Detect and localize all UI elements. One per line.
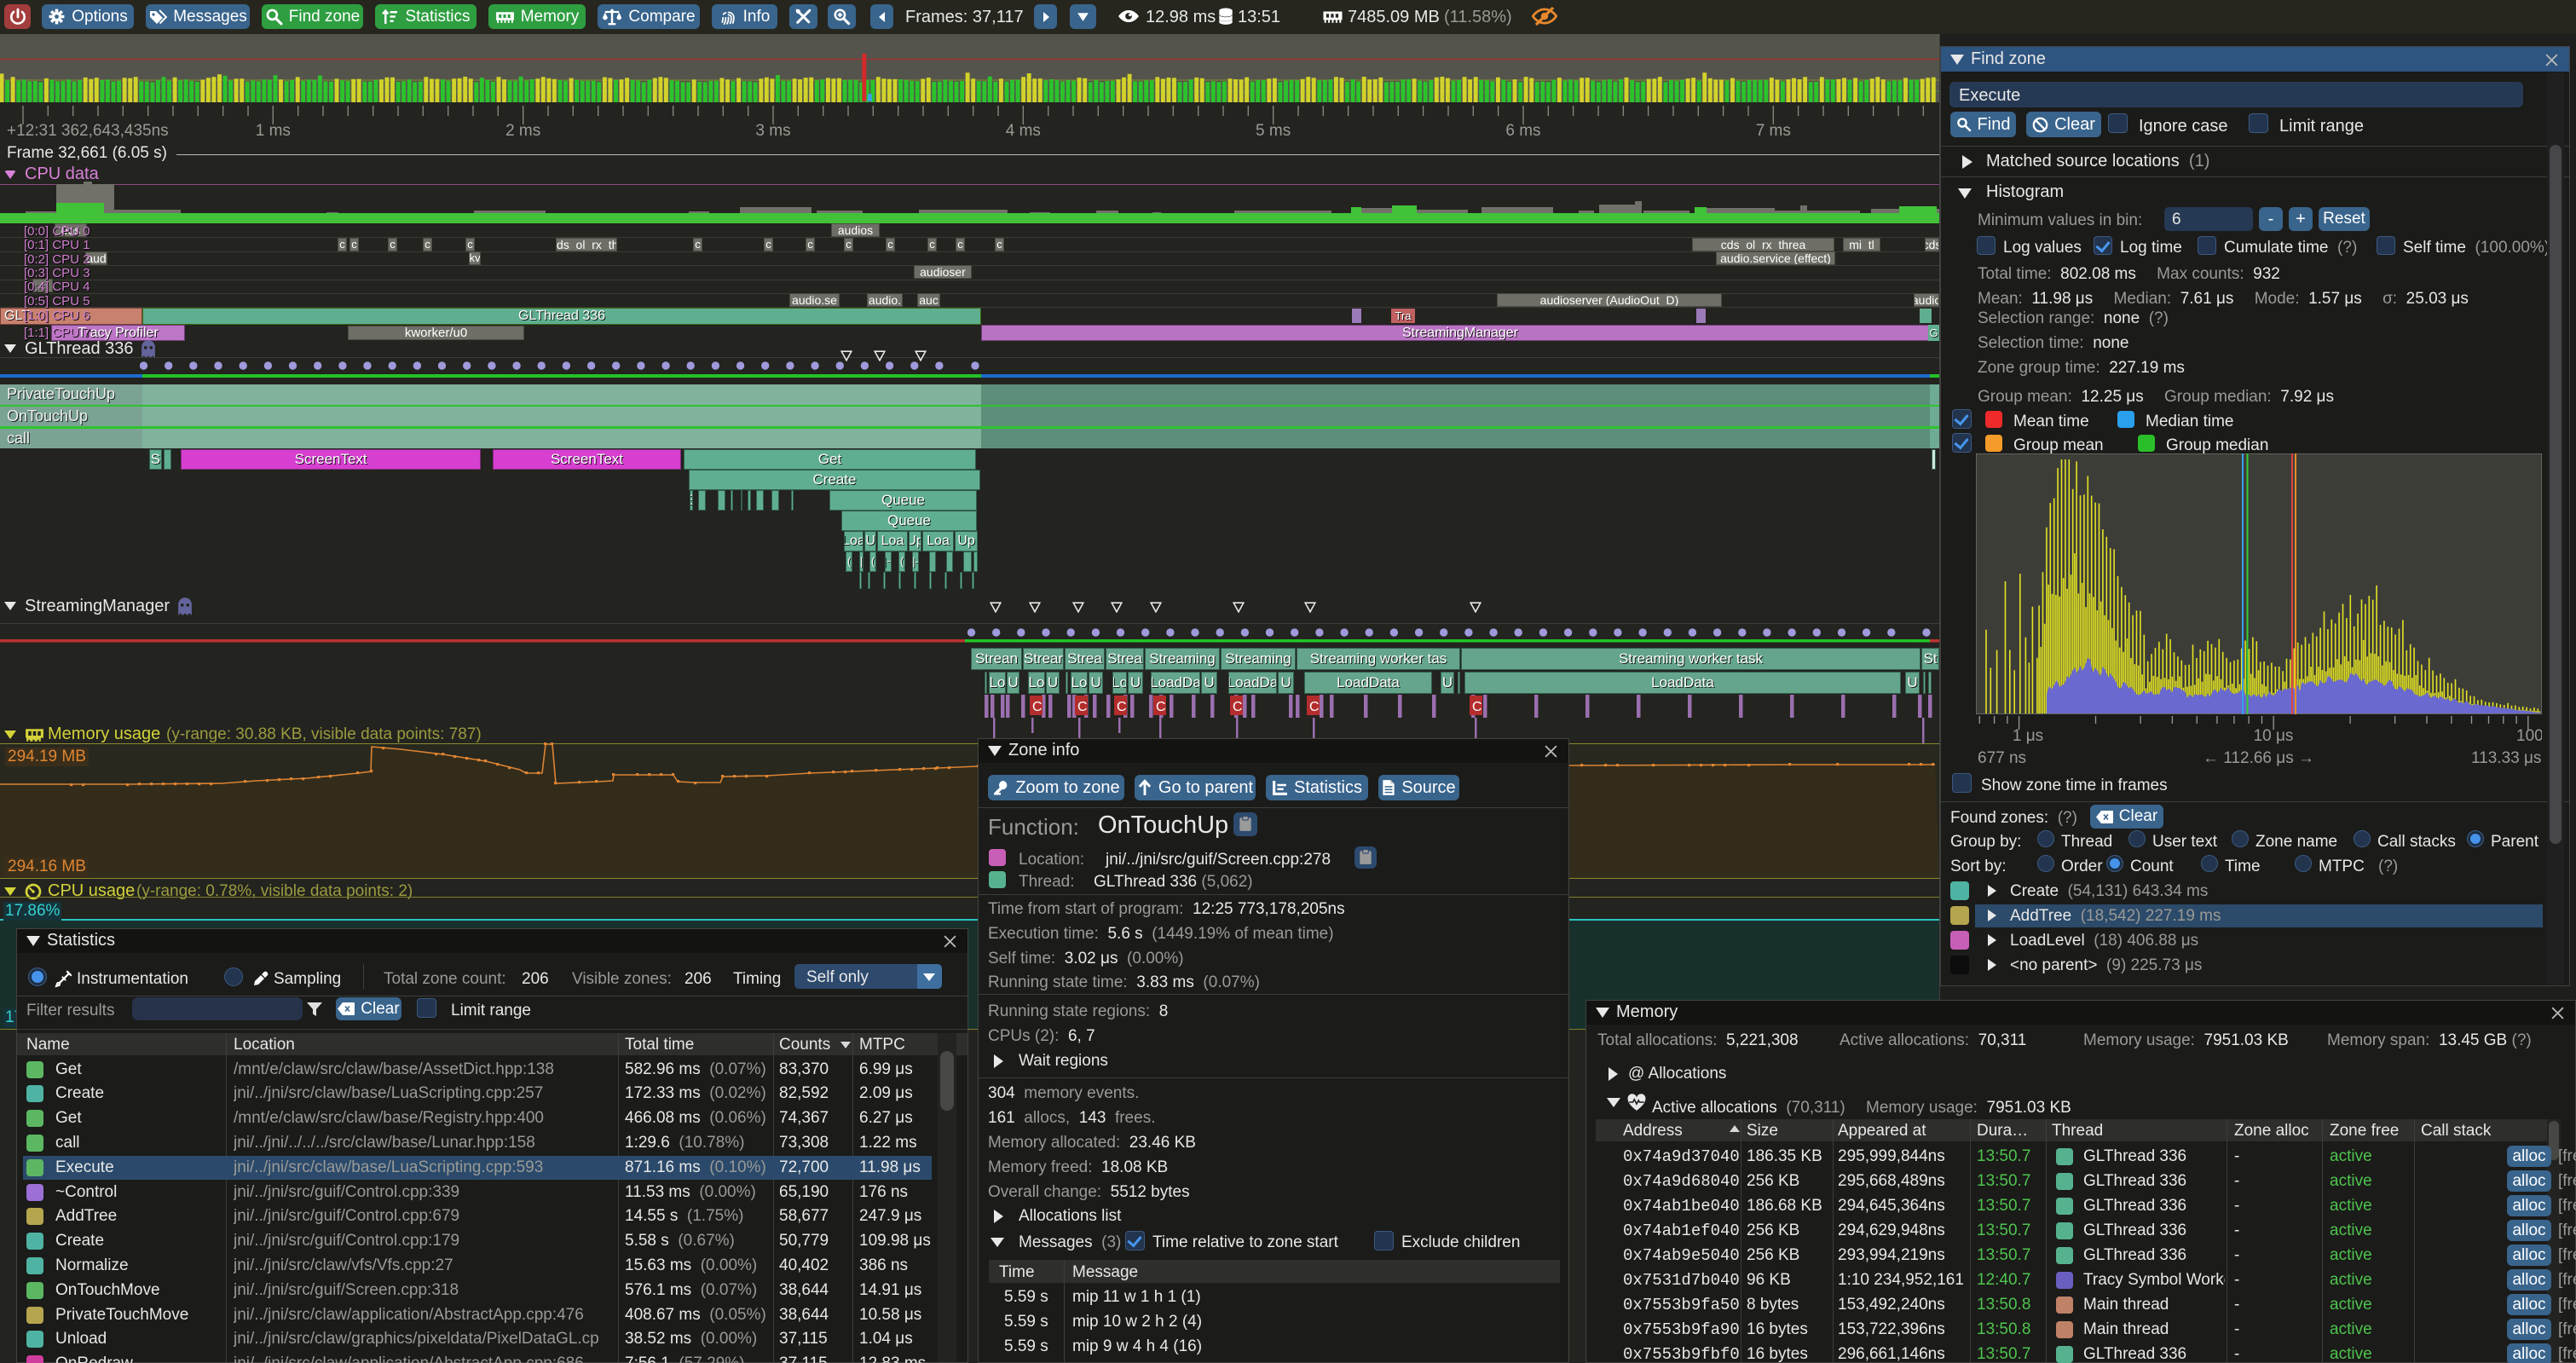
svg-text:C: C xyxy=(1032,700,1043,714)
svg-text:C: C xyxy=(1472,700,1482,714)
svg-text:C: C xyxy=(1156,700,1166,714)
svg-text:C: C xyxy=(1309,700,1320,714)
svg-text:C: C xyxy=(1233,700,1243,714)
svg-text:C: C xyxy=(1117,700,1127,714)
svg-text:C: C xyxy=(1077,700,1088,714)
